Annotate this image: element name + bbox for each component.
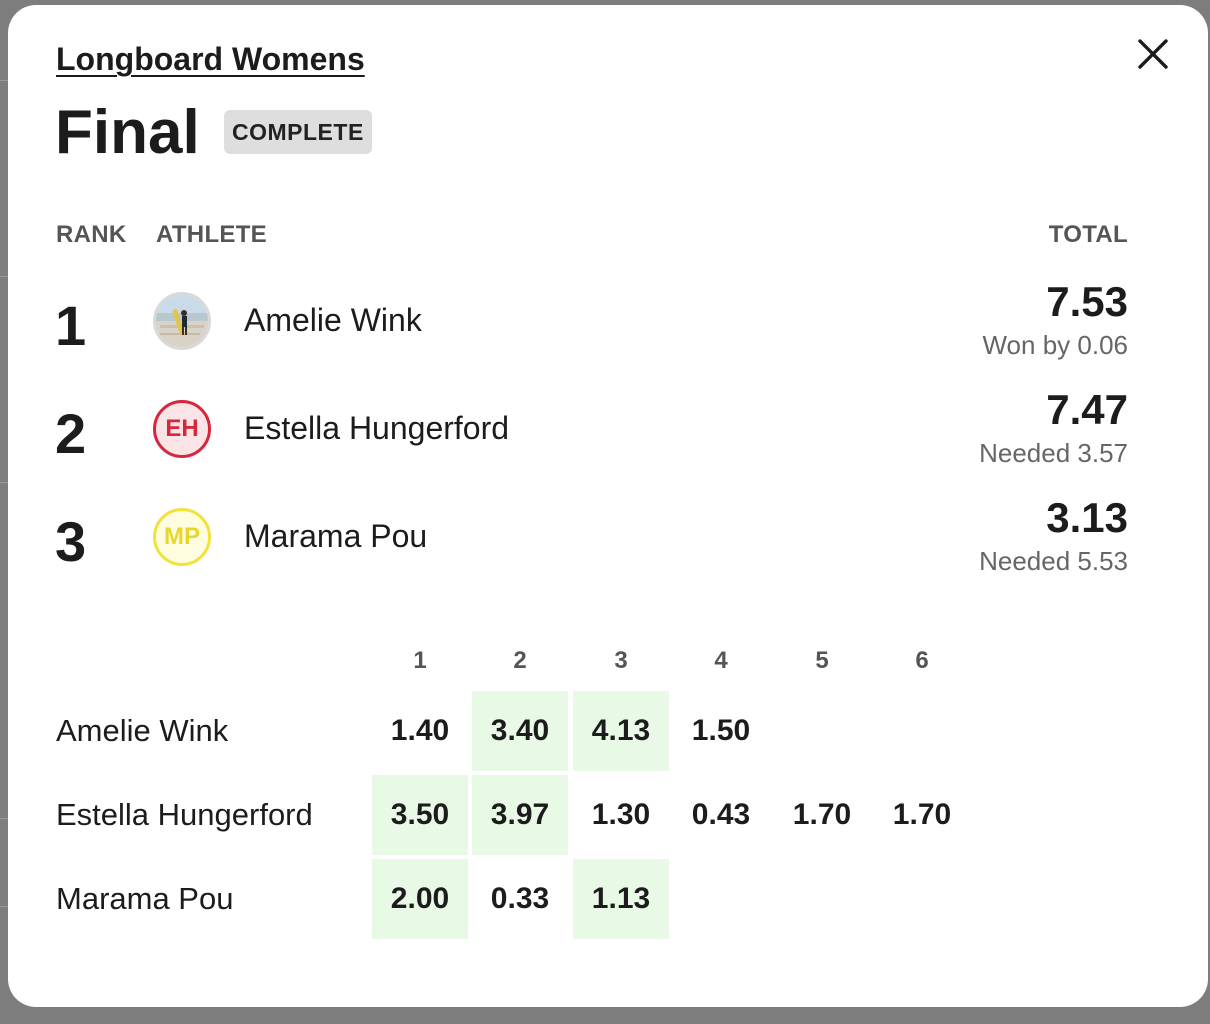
wave-score-cell[interactable]: 3.97 <box>472 775 568 855</box>
heat-title: Final <box>55 98 200 167</box>
athlete-rank: 3 <box>55 510 87 573</box>
rank-column-header: RANK <box>56 221 127 248</box>
wave-number-header: 4 <box>714 647 728 674</box>
athlete-rank: 2 <box>55 402 87 465</box>
wave-score-cell[interactable]: 1.70 <box>792 798 852 831</box>
athlete-name: Estella Hungerford <box>244 410 510 446</box>
wave-score-cell[interactable]: 1.70 <box>892 798 952 831</box>
athlete-row[interactable]: 1 Amelie Wink 7.53 Won by 0.06 <box>8 278 1208 392</box>
wave-number-header: 5 <box>815 647 829 674</box>
wave-score-cell[interactable]: 0.43 <box>691 798 751 831</box>
total-score: 7.53 <box>1046 278 1128 325</box>
total-score: 7.47 <box>1046 386 1128 433</box>
background-divider <box>0 276 8 277</box>
background-divider <box>0 482 8 483</box>
wave-number-header: 3 <box>614 647 628 674</box>
athlete-initials-avatar: EH <box>153 400 211 458</box>
background-divider <box>0 906 8 907</box>
score-row-athlete-name: Estella Hungerford <box>56 797 313 832</box>
close-button[interactable] <box>1134 35 1172 73</box>
wave-number-header: 1 <box>413 647 427 674</box>
athlete-rank: 1 <box>55 294 87 357</box>
athlete-row[interactable]: 2 EH Estella Hungerford 7.47 Needed 3.57 <box>8 386 1208 500</box>
athlete-column-header: ATHLETE <box>156 221 267 248</box>
wave-score-cell[interactable]: 3.40 <box>472 691 568 771</box>
wave-score-cell[interactable]: 3.50 <box>372 775 468 855</box>
wave-score-cell[interactable]: 0.33 <box>490 882 550 915</box>
athlete-row[interactable]: 3 MP Marama Pou 3.13 Needed 5.53 <box>8 494 1208 608</box>
total-score: 3.13 <box>1046 494 1128 541</box>
total-column-header: TOTAL <box>1048 221 1128 248</box>
score-row-athlete-name: Marama Pou <box>56 881 234 916</box>
wave-score-cell[interactable]: 4.13 <box>573 691 669 771</box>
event-name-link[interactable]: Longboard Womens <box>56 41 365 77</box>
wave-score-cell[interactable]: 1.30 <box>591 798 651 831</box>
athlete-name: Marama Pou <box>244 518 428 554</box>
athlete-name: Amelie Wink <box>244 302 422 338</box>
wave-number-header: 6 <box>915 647 929 674</box>
wave-number-header: 2 <box>513 647 527 674</box>
athlete-photo-avatar <box>153 292 211 350</box>
total-note: Won by 0.06 <box>982 330 1128 360</box>
athlete-photo <box>156 295 208 347</box>
total-note: Needed 3.57 <box>979 438 1128 468</box>
total-note: Needed 5.53 <box>979 546 1128 576</box>
wave-score-cell[interactable]: 2.00 <box>372 859 468 939</box>
wave-score-cell[interactable]: 1.13 <box>573 859 669 939</box>
athlete-initials-avatar: MP <box>153 508 211 566</box>
close-icon <box>1138 39 1168 69</box>
background-divider <box>0 80 8 81</box>
wave-score-cell[interactable]: 1.50 <box>691 714 751 747</box>
score-row-athlete-name: Amelie Wink <box>56 713 229 748</box>
status-badge: COMPLETE <box>224 110 372 154</box>
wave-score-cell[interactable]: 1.40 <box>390 714 450 747</box>
heat-results-modal: Longboard Womens Final COMPLETE RANK ATH… <box>8 5 1208 1007</box>
background-divider <box>0 818 8 819</box>
